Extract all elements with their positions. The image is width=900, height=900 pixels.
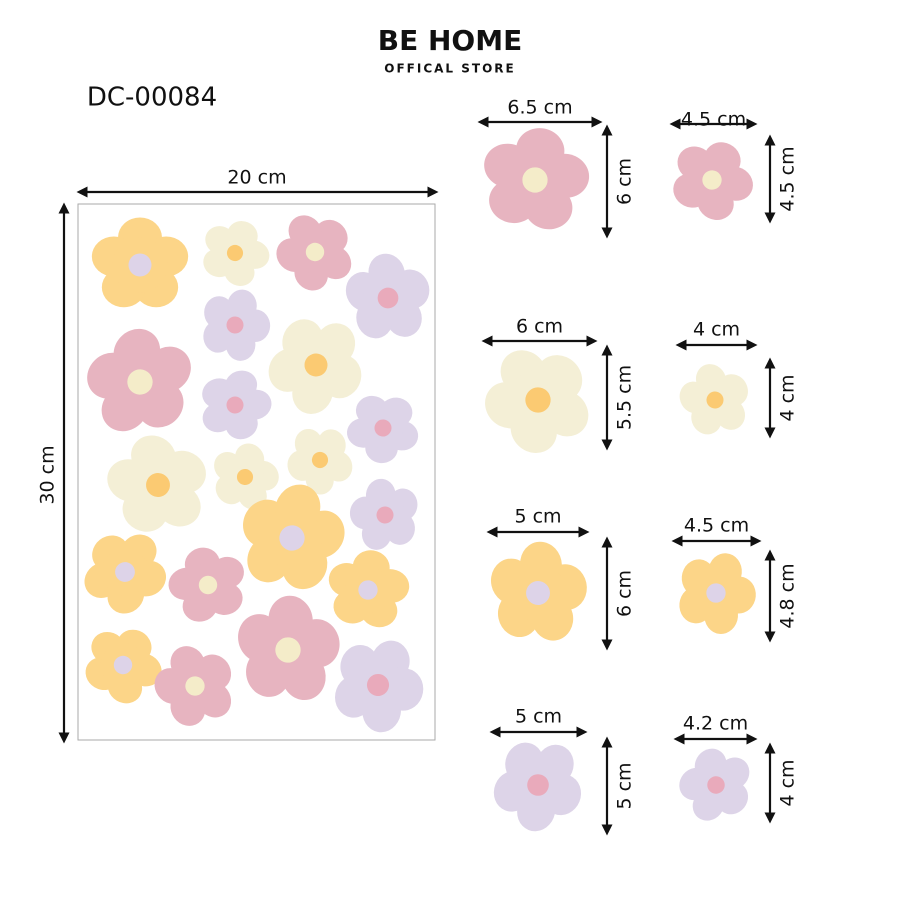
sticker-width: 6 cm bbox=[516, 316, 563, 338]
flower bbox=[84, 534, 167, 614]
brand-name: BE HOME bbox=[378, 24, 522, 57]
flower-center bbox=[706, 583, 726, 603]
flower-center bbox=[377, 287, 399, 309]
flower-center bbox=[279, 525, 305, 551]
flower bbox=[346, 395, 419, 464]
product-code: DC-00084 bbox=[87, 83, 217, 113]
sticker-width: 5 cm bbox=[514, 506, 561, 528]
flower-center bbox=[226, 396, 244, 414]
flower bbox=[287, 428, 353, 495]
flower-center bbox=[366, 673, 390, 697]
sticker-height: 6 cm bbox=[614, 570, 636, 617]
flower-center bbox=[707, 776, 725, 794]
flower bbox=[328, 550, 410, 628]
flower bbox=[493, 742, 582, 832]
flower-center bbox=[376, 506, 394, 524]
flower-center bbox=[522, 167, 548, 193]
flower-center bbox=[198, 575, 218, 595]
sticker-height: 4.8 cm bbox=[777, 563, 799, 628]
flower-center bbox=[311, 451, 329, 469]
flower bbox=[679, 748, 750, 821]
flower bbox=[203, 221, 270, 286]
brand-tagline: OFFICAL STORE bbox=[384, 62, 515, 76]
sticker-width: 5 cm bbox=[515, 706, 562, 728]
flower bbox=[335, 640, 424, 733]
flower bbox=[214, 443, 279, 510]
flower-center bbox=[374, 419, 392, 437]
sticker-width: 6.5 cm bbox=[507, 97, 572, 119]
flower-center bbox=[702, 170, 722, 190]
flower-center bbox=[236, 468, 254, 486]
flower bbox=[276, 215, 352, 291]
flower bbox=[484, 128, 590, 230]
sticker-height: 5.5 cm bbox=[614, 365, 636, 430]
flower-center bbox=[525, 387, 551, 413]
flower bbox=[243, 484, 345, 590]
flower bbox=[107, 435, 206, 532]
flower-center bbox=[304, 353, 328, 377]
flowers bbox=[84, 128, 756, 832]
flower-center bbox=[275, 637, 301, 663]
sticker-height: 4 cm bbox=[777, 759, 799, 806]
flower bbox=[485, 350, 589, 454]
flower-center bbox=[527, 774, 549, 796]
flower bbox=[91, 217, 189, 308]
flower bbox=[673, 142, 753, 220]
flower-center bbox=[226, 244, 244, 262]
flower-center bbox=[128, 253, 152, 277]
flower bbox=[268, 319, 362, 414]
sticker-width: 4 cm bbox=[693, 319, 740, 341]
sticker-width: 4.2 cm bbox=[683, 713, 748, 735]
flower bbox=[85, 629, 162, 704]
flower bbox=[168, 547, 244, 622]
flower-center bbox=[115, 562, 135, 582]
flower bbox=[490, 541, 587, 641]
flower-center bbox=[526, 581, 550, 605]
flower-center bbox=[113, 655, 133, 675]
flower-center bbox=[127, 369, 153, 395]
flower bbox=[202, 370, 272, 440]
flower bbox=[203, 289, 271, 361]
flower-center bbox=[226, 316, 244, 334]
flower bbox=[679, 553, 756, 634]
sheet-height: 30 cm bbox=[37, 445, 59, 504]
sticker-width: 4.5 cm bbox=[684, 515, 749, 537]
flower-center bbox=[185, 676, 205, 696]
flower bbox=[345, 253, 430, 339]
sticker-height: 6 cm bbox=[614, 158, 636, 205]
flower-center bbox=[706, 391, 724, 409]
sheet-width: 20 cm bbox=[227, 167, 286, 189]
flower-center bbox=[358, 580, 378, 600]
flower bbox=[238, 595, 340, 701]
sticker-width: 4.5 cm bbox=[681, 109, 746, 131]
flower bbox=[87, 328, 191, 432]
sticker-height: 5 cm bbox=[614, 762, 636, 809]
flower-center bbox=[146, 473, 170, 497]
flower bbox=[349, 478, 418, 550]
flower bbox=[679, 364, 748, 435]
sticker-height: 4.5 cm bbox=[777, 146, 799, 211]
sticker-height: 4 cm bbox=[777, 374, 799, 421]
flower bbox=[154, 646, 232, 726]
flower-center bbox=[305, 242, 325, 262]
